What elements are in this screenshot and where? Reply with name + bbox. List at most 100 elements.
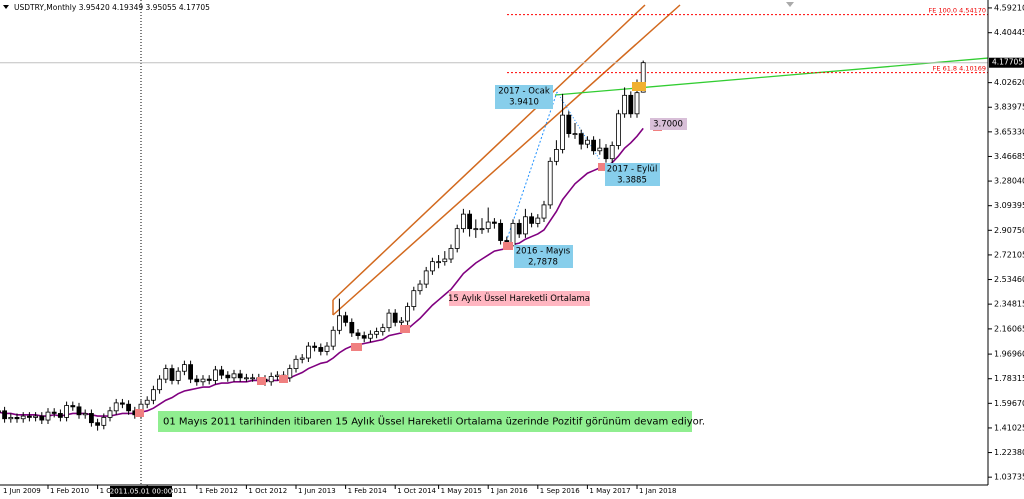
candle-body xyxy=(287,368,293,379)
annotation-box xyxy=(605,163,660,186)
candle-body xyxy=(113,402,119,412)
candle-body xyxy=(336,315,342,331)
touch-marker xyxy=(598,163,607,171)
plot-area xyxy=(0,0,988,485)
y-tick-label: 1.96960 xyxy=(994,350,1024,359)
fibo-line xyxy=(504,91,558,246)
y-tick-label: 3.46685 xyxy=(994,152,1024,161)
candle-body xyxy=(516,222,522,235)
candle-body xyxy=(212,369,218,381)
y-tick-label: 4.02620 xyxy=(994,78,1024,87)
crosshair-label: 2011.05.01 00:00 xyxy=(110,488,172,496)
price-label: 4.17705 xyxy=(992,58,1023,67)
candle-body xyxy=(634,92,640,115)
candle-body xyxy=(219,369,225,376)
candle-body xyxy=(541,204,547,219)
annotation: 2017 - Ocak xyxy=(498,87,550,97)
annotation-box xyxy=(449,291,590,306)
touch-marker xyxy=(351,343,362,351)
annotation: 15 Aylık Üssel Hareketli Ortalama xyxy=(448,293,590,304)
candle-body xyxy=(206,378,212,381)
candle-body xyxy=(380,327,386,333)
candle-body xyxy=(188,364,194,380)
x-tick-label: 1 Jun 2009 xyxy=(3,487,41,495)
comment-box xyxy=(158,411,692,432)
y-tick-label: 1.59670 xyxy=(994,399,1024,408)
x-tick-label: 1 Feb 2014 xyxy=(348,487,388,495)
x-tick-label: 1 Jan 2016 xyxy=(490,487,528,495)
candle-body xyxy=(423,270,429,285)
candle-body xyxy=(547,160,553,206)
candle-body xyxy=(523,216,528,235)
annotation: 2016 - Mayıs xyxy=(516,247,571,257)
channel-line xyxy=(332,4,681,316)
candle-body xyxy=(398,320,404,323)
candle-body xyxy=(349,321,355,334)
candle-body xyxy=(51,411,57,414)
y-tick-label: 2.16065 xyxy=(994,324,1024,333)
candle-body xyxy=(312,345,318,348)
candle-body xyxy=(374,331,380,335)
candle-body xyxy=(26,415,32,418)
candle-body xyxy=(293,358,299,369)
menu-arrow xyxy=(3,5,9,9)
annotation: 2,7878 xyxy=(528,258,558,268)
candle-body xyxy=(324,345,330,352)
annotations: 2017 - Ocak 3.9410 2017 - Eylül 3.3885 2… xyxy=(158,85,705,432)
fibo-label: FE 61.8 4.10169 xyxy=(933,65,986,73)
y-tick-label: 1.22380 xyxy=(994,448,1024,457)
channel-line xyxy=(332,4,646,301)
candle-body xyxy=(274,374,280,377)
candle-body xyxy=(367,333,373,339)
candle-body xyxy=(498,222,504,241)
candle-body xyxy=(163,368,169,380)
candle-body xyxy=(14,417,20,420)
candle-body xyxy=(442,258,448,263)
candle-body xyxy=(417,283,423,292)
y-tick-label: 3.83975 xyxy=(994,103,1024,112)
candle-body xyxy=(95,422,100,426)
candle-body xyxy=(231,373,237,379)
candle-body xyxy=(76,406,82,416)
candle-body xyxy=(305,345,311,359)
y-tick-label: 2.53460 xyxy=(994,275,1024,284)
candle-body xyxy=(578,133,584,145)
candle-body xyxy=(8,417,14,420)
candle-body xyxy=(150,389,156,401)
x-tick-label: 1 Oct 2014 xyxy=(397,487,436,495)
candle-body xyxy=(82,413,88,416)
candle-body xyxy=(436,261,442,264)
y-tick-label: 3.65330 xyxy=(994,127,1024,136)
y-tick-label: 2.90750 xyxy=(994,226,1024,235)
candle-body xyxy=(585,139,590,145)
candle-body xyxy=(89,413,94,424)
candle-body xyxy=(479,228,485,231)
candle-body xyxy=(107,410,113,418)
candle-body xyxy=(529,216,534,224)
candle-body xyxy=(355,332,361,336)
candle-body xyxy=(392,312,398,323)
candle-body xyxy=(225,374,231,379)
candle-body xyxy=(175,370,181,381)
candle-body xyxy=(491,221,497,224)
candle-body xyxy=(120,402,125,405)
y-tick-label: 3.28040 xyxy=(994,177,1024,186)
candle-body xyxy=(181,364,187,372)
candle-body xyxy=(45,411,51,421)
touch-marker xyxy=(400,325,410,333)
x-tick-label: 1 Oct 2012 xyxy=(248,487,287,495)
candle-body xyxy=(405,306,411,322)
candle-body xyxy=(58,413,63,418)
candle-body xyxy=(101,417,107,426)
candle-body xyxy=(448,248,454,260)
y-tick-label: 4.59210 xyxy=(994,3,1024,12)
candle-body xyxy=(200,378,206,383)
x-tick-label: 1 Jan 2018 xyxy=(639,487,677,495)
candle-body xyxy=(429,261,435,272)
x-tick-label: 1 Feb 2012 xyxy=(199,487,238,495)
annotation-box xyxy=(514,245,573,268)
touch-marker xyxy=(135,409,144,417)
annotation: 2017 - Eylül xyxy=(607,165,658,175)
annotation: 3.7000 xyxy=(653,120,683,130)
